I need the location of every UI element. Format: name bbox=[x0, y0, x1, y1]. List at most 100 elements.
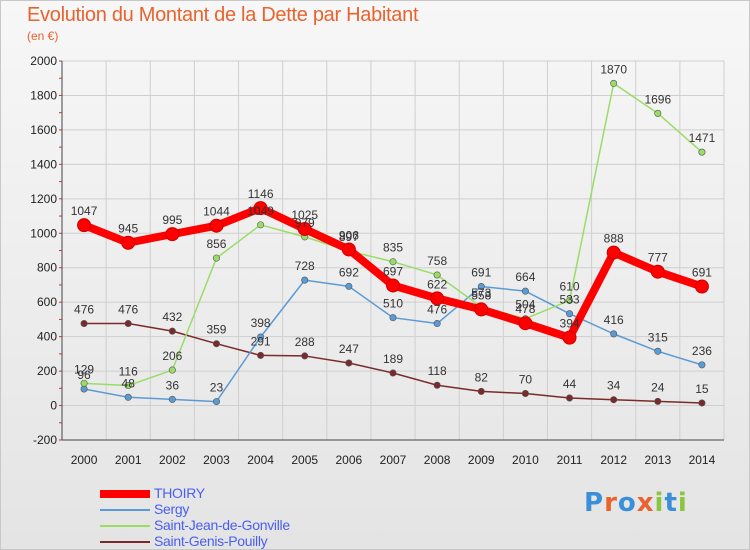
data-point bbox=[654, 347, 662, 355]
data-label: 906 bbox=[339, 228, 359, 242]
data-point bbox=[345, 282, 353, 290]
data-label: 432 bbox=[162, 310, 182, 324]
data-point bbox=[606, 245, 621, 260]
x-tick-label: 2007 bbox=[380, 453, 407, 467]
legend-label: Saint-Jean-de-Gonville bbox=[154, 517, 290, 533]
data-point bbox=[654, 397, 662, 405]
legend-label: Saint-Genis-Pouilly bbox=[154, 533, 268, 549]
data-label: 24 bbox=[651, 380, 665, 394]
data-label: 288 bbox=[295, 335, 315, 349]
data-label: 416 bbox=[604, 313, 624, 327]
data-label: 1146 bbox=[248, 187, 274, 201]
data-point bbox=[386, 278, 400, 293]
data-point bbox=[345, 359, 353, 367]
data-label: 359 bbox=[206, 323, 226, 337]
data-label: 70 bbox=[519, 372, 533, 386]
legend-swatch bbox=[100, 490, 150, 498]
data-label: 1047 bbox=[71, 204, 98, 218]
data-label: 758 bbox=[427, 254, 447, 268]
data-label: 728 bbox=[295, 259, 315, 273]
data-label: 995 bbox=[162, 213, 182, 227]
y-tick-label: 400 bbox=[37, 330, 57, 344]
data-label: 394 bbox=[560, 317, 580, 331]
data-point bbox=[566, 310, 574, 318]
data-point bbox=[165, 227, 180, 242]
x-tick-label: 2009 bbox=[468, 453, 495, 467]
data-label: 1044 bbox=[203, 205, 230, 219]
y-tick-label: 1600 bbox=[30, 123, 57, 137]
y-tick-label: -200 bbox=[33, 433, 57, 447]
data-point bbox=[257, 351, 265, 359]
proxiti-logo: Proxiti bbox=[584, 488, 688, 518]
data-point bbox=[209, 218, 224, 233]
data-label: 82 bbox=[475, 370, 489, 384]
data-label: 398 bbox=[251, 316, 271, 330]
data-label: 478 bbox=[515, 302, 535, 316]
chart-subtitle: (en €) bbox=[27, 29, 59, 43]
data-point bbox=[341, 242, 356, 257]
data-label: 856 bbox=[206, 237, 226, 251]
x-tick-label: 2011 bbox=[557, 453, 583, 467]
data-label: 476 bbox=[427, 303, 447, 317]
x-tick-label: 2008 bbox=[424, 453, 451, 467]
data-label: 692 bbox=[339, 265, 359, 279]
legend-swatch bbox=[100, 541, 150, 543]
data-label: 610 bbox=[560, 279, 580, 293]
x-tick-label: 2014 bbox=[689, 453, 716, 467]
legend-label: Sergy bbox=[154, 501, 190, 517]
data-point bbox=[654, 109, 662, 117]
data-label: 247 bbox=[339, 342, 359, 356]
y-tick-label: 1000 bbox=[30, 226, 57, 240]
data-point bbox=[430, 291, 445, 306]
data-point bbox=[389, 258, 397, 266]
y-tick-label: 2000 bbox=[30, 54, 57, 68]
data-point bbox=[433, 381, 441, 389]
x-tick-label: 2005 bbox=[291, 453, 318, 467]
chart-title: Evolution du Montant de la Dette par Hab… bbox=[27, 4, 419, 26]
y-tick-label: 800 bbox=[37, 261, 57, 275]
y-tick-label: 0 bbox=[50, 399, 57, 413]
data-label: 36 bbox=[166, 378, 180, 392]
data-label: 189 bbox=[383, 352, 403, 366]
data-point bbox=[121, 235, 136, 250]
data-label: 476 bbox=[118, 303, 138, 317]
x-tick-label: 2010 bbox=[512, 453, 539, 467]
axes: 2000180016001400120010008006004002000-20… bbox=[30, 54, 724, 467]
x-tick-label: 2000 bbox=[71, 453, 98, 467]
x-tick-label: 2013 bbox=[644, 453, 671, 467]
data-label: 1870 bbox=[600, 62, 627, 76]
data-point bbox=[650, 264, 665, 279]
x-tick-label: 2006 bbox=[336, 453, 363, 467]
logo-letter: x bbox=[636, 488, 655, 518]
data-point bbox=[474, 302, 489, 317]
data-label: 945 bbox=[118, 222, 138, 236]
data-label: 835 bbox=[383, 241, 403, 255]
data-label: 118 bbox=[428, 364, 447, 378]
data-point bbox=[80, 320, 88, 328]
data-label: 1025 bbox=[291, 208, 318, 222]
data-point bbox=[698, 399, 706, 407]
data-label: 1696 bbox=[644, 92, 671, 106]
y-tick-label: 200 bbox=[37, 364, 57, 378]
data-point bbox=[257, 221, 265, 229]
data-label: 15 bbox=[695, 382, 709, 396]
data-point bbox=[518, 316, 533, 331]
data-label: 888 bbox=[604, 232, 624, 246]
y-tick-label: 1400 bbox=[30, 157, 57, 171]
data-label: 291 bbox=[251, 334, 271, 348]
x-tick-label: 2004 bbox=[247, 453, 274, 467]
data-point bbox=[124, 382, 132, 390]
x-tick-label: 2003 bbox=[203, 453, 230, 467]
data-label: 691 bbox=[471, 266, 491, 280]
data-point bbox=[257, 333, 265, 341]
data-point bbox=[698, 148, 706, 156]
data-point bbox=[610, 330, 618, 338]
data-label: 476 bbox=[74, 303, 94, 317]
data-point bbox=[168, 327, 176, 335]
data-label: 1049 bbox=[247, 204, 274, 218]
data-point bbox=[694, 279, 709, 294]
data-label: 691 bbox=[692, 266, 712, 280]
data-point bbox=[253, 201, 268, 216]
data-point bbox=[301, 352, 309, 360]
